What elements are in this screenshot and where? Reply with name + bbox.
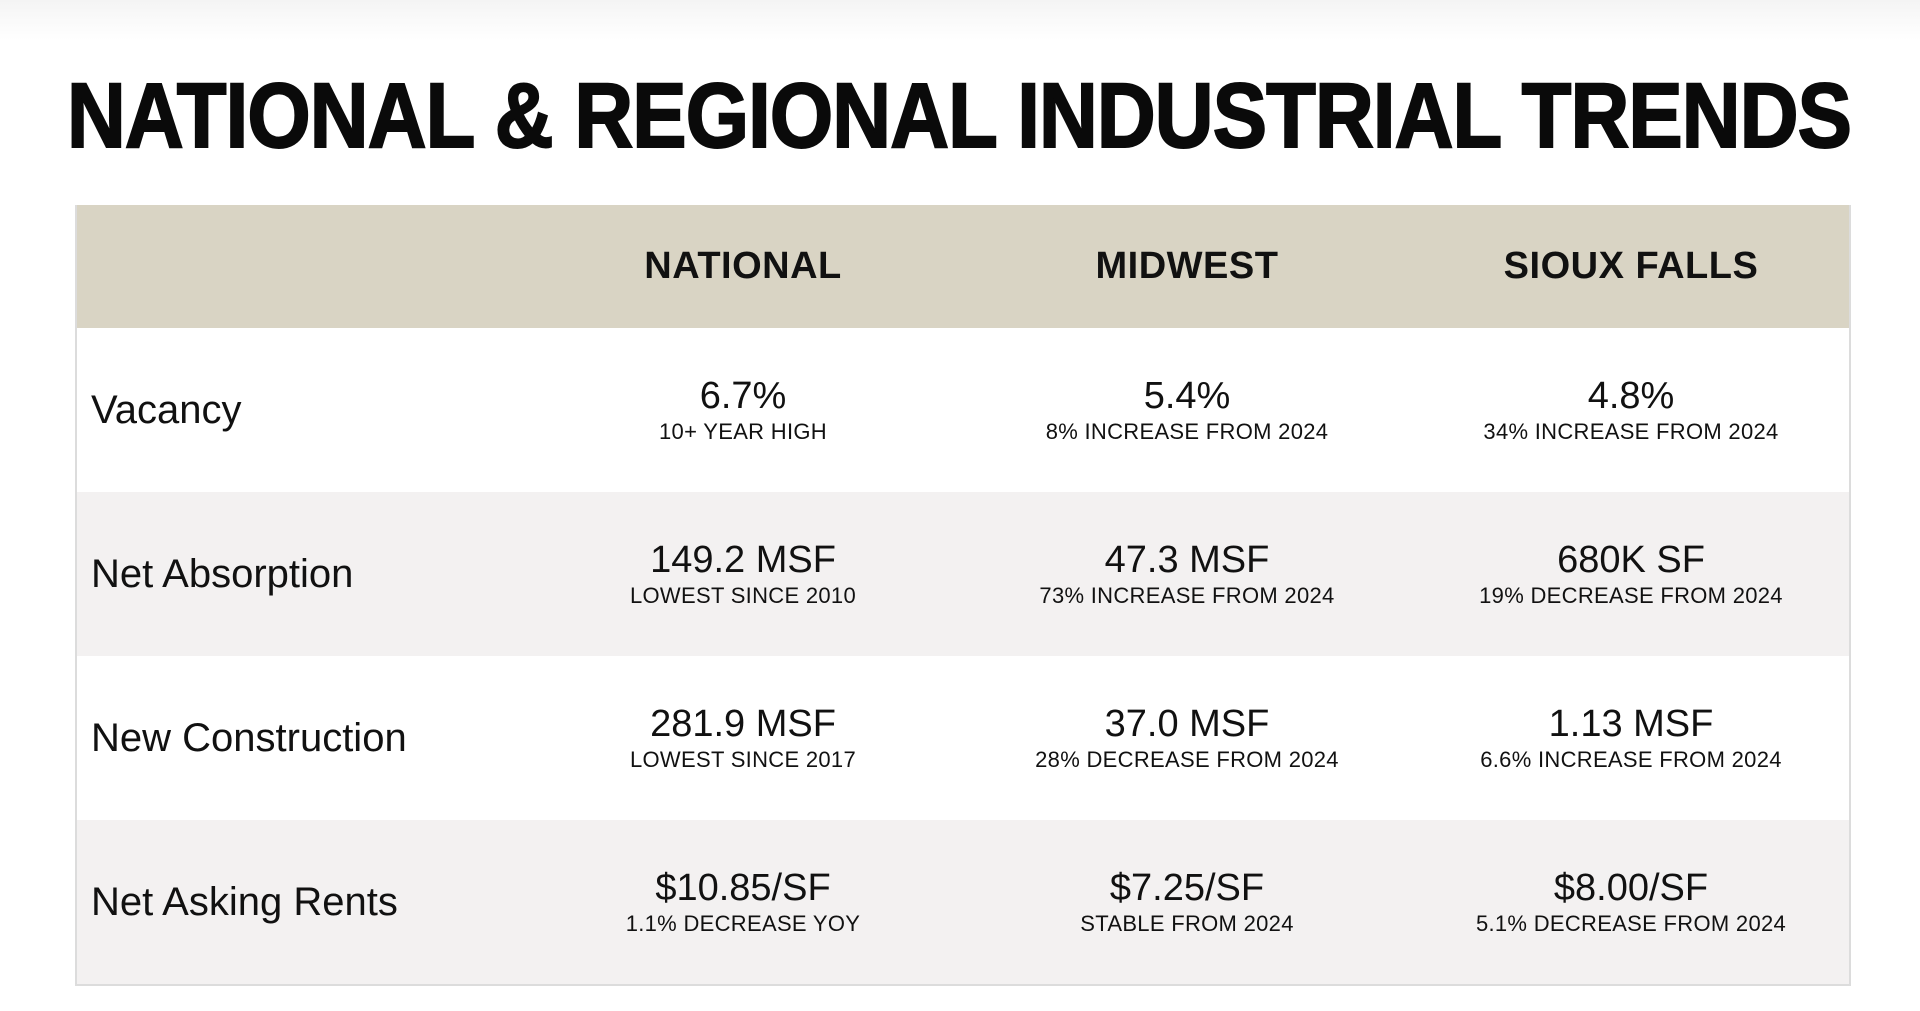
cell-note: 73% INCREASE FROM 2024 bbox=[1039, 583, 1335, 608]
table-cell: 281.9 MSF LOWEST SINCE 2017 bbox=[521, 702, 965, 774]
table-cell: 149.2 MSF LOWEST SINCE 2010 bbox=[521, 538, 965, 610]
page-title: NATIONAL & REGIONAL INDUSTRIAL TRENDS bbox=[66, 65, 1853, 167]
cell-note: LOWEST SINCE 2010 bbox=[629, 583, 856, 608]
cell-value: 281.9 MSF bbox=[650, 703, 836, 745]
table-cell: $10.85/SF 1.1% DECREASE YOY bbox=[521, 866, 965, 938]
cell-note: STABLE FROM 2024 bbox=[1080, 911, 1294, 936]
trends-table: NATIONAL MIDWEST SIOUX FALLS Vacancy 6.7… bbox=[75, 205, 1851, 986]
cell-note: 5.1% DECREASE FROM 2024 bbox=[1475, 911, 1787, 936]
cell-value: $10.85/SF bbox=[655, 867, 831, 909]
cell-note: 1.1% DECREASE YOY bbox=[625, 911, 861, 936]
cell-value: 4.8% bbox=[1587, 375, 1675, 417]
cell-value: 47.3 MSF bbox=[1104, 539, 1270, 581]
cell-value: 149.2 MSF bbox=[650, 539, 836, 581]
cell-note: 28% DECREASE FROM 2024 bbox=[1035, 747, 1339, 772]
table-row: New Construction 281.9 MSF LOWEST SINCE … bbox=[77, 656, 1849, 820]
table-cell: $8.00/SF 5.1% DECREASE FROM 2024 bbox=[1409, 866, 1853, 938]
column-header-national: NATIONAL bbox=[644, 245, 842, 287]
table-cell: 1.13 MSF 6.6% INCREASE FROM 2024 bbox=[1409, 702, 1853, 774]
cell-value: 6.7% bbox=[699, 375, 787, 417]
table-cell: 680K SF 19% DECREASE FROM 2024 bbox=[1409, 538, 1853, 610]
table-cell: 5.4% 8% INCREASE FROM 2024 bbox=[965, 374, 1409, 446]
cell-value: 37.0 MSF bbox=[1104, 703, 1270, 745]
cell-note: 6.6% INCREASE FROM 2024 bbox=[1480, 747, 1782, 772]
cell-note: 34% INCREASE FROM 2024 bbox=[1483, 419, 1779, 444]
cell-value: $8.00/SF bbox=[1553, 867, 1709, 909]
table-row: Net Asking Rents $10.85/SF 1.1% DECREASE… bbox=[77, 820, 1849, 984]
table-cell: $7.25/SF STABLE FROM 2024 bbox=[965, 866, 1409, 938]
table-cell: 37.0 MSF 28% DECREASE FROM 2024 bbox=[965, 702, 1409, 774]
cell-note: 19% DECREASE FROM 2024 bbox=[1479, 583, 1783, 608]
cell-note: 8% INCREASE FROM 2024 bbox=[1045, 419, 1329, 444]
cell-value: $7.25/SF bbox=[1109, 867, 1265, 909]
row-label: New Construction bbox=[91, 715, 407, 760]
row-label: Vacancy bbox=[91, 387, 242, 432]
cell-note: 10+ YEAR HIGH bbox=[659, 419, 827, 444]
row-label: Net Asking Rents bbox=[91, 879, 398, 924]
cell-value: 5.4% bbox=[1143, 375, 1231, 417]
cell-value: 1.13 MSF bbox=[1548, 703, 1714, 745]
column-header-sioux-falls: SIOUX FALLS bbox=[1503, 245, 1759, 287]
table-cell: 4.8% 34% INCREASE FROM 2024 bbox=[1409, 374, 1853, 446]
table-header: NATIONAL MIDWEST SIOUX FALLS bbox=[77, 205, 1849, 328]
cell-value: 680K SF bbox=[1557, 539, 1705, 581]
row-label: Net Absorption bbox=[91, 551, 354, 596]
table-row: Net Absorption 149.2 MSF LOWEST SINCE 20… bbox=[77, 492, 1849, 656]
table-row: Vacancy 6.7% 10+ YEAR HIGH 5.4% 8% INCRE… bbox=[77, 328, 1849, 492]
column-header-midwest: MIDWEST bbox=[1095, 245, 1279, 287]
table-cell: 6.7% 10+ YEAR HIGH bbox=[521, 374, 965, 446]
table-cell: 47.3 MSF 73% INCREASE FROM 2024 bbox=[965, 538, 1409, 610]
cell-note: LOWEST SINCE 2017 bbox=[629, 747, 856, 772]
